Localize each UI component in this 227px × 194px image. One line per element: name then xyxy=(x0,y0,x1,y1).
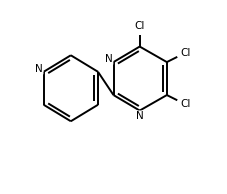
Text: N: N xyxy=(136,111,143,121)
Text: Cl: Cl xyxy=(180,99,190,109)
Text: Cl: Cl xyxy=(135,21,145,31)
Text: Cl: Cl xyxy=(180,48,190,58)
Text: N: N xyxy=(35,64,43,74)
Text: N: N xyxy=(105,54,113,64)
